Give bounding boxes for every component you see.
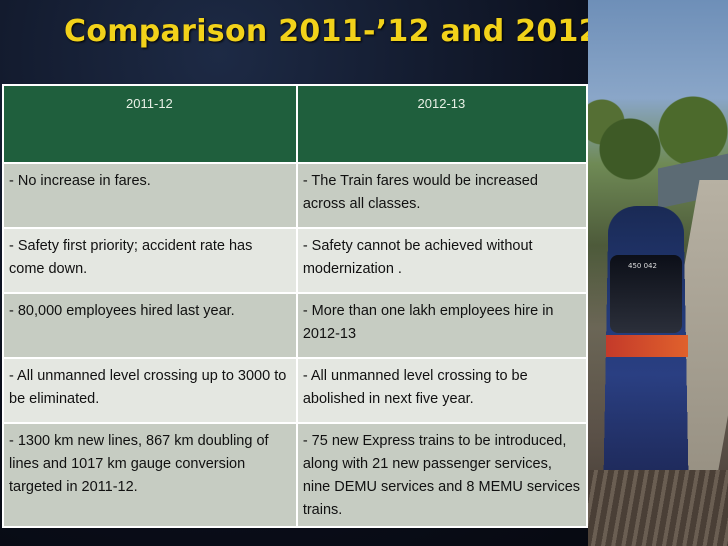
table-row: - 80,000 employees hired last year. - Mo…: [2, 292, 589, 359]
cell-2012-13: - All unmanned level crossing to be abol…: [295, 357, 589, 424]
photo-tracks: [588, 470, 728, 546]
cell-2011-12: - All unmanned level crossing up to 3000…: [2, 357, 298, 424]
photo-train-stripe: [606, 335, 688, 357]
table-row: - Safety first priority; accident rate h…: [2, 227, 589, 294]
train-photo: 450 042: [588, 0, 728, 546]
cell-2012-13: - More than one lakh employees hire in 2…: [295, 292, 589, 359]
table-row: - No increase in fares. - The Train fare…: [2, 162, 589, 229]
cell-2012-13: - Safety cannot be achieved without mode…: [295, 227, 589, 294]
comparison-table: 2011-12 2012-13 - No increase in fares. …: [2, 84, 589, 528]
cell-2012-13: - The Train fares would be increased acr…: [295, 162, 589, 229]
table-row: - 1300 km new lines, 867 km doubling of …: [2, 422, 589, 528]
table-row: - All unmanned level crossing up to 3000…: [2, 357, 589, 424]
cell-2011-12: - 80,000 employees hired last year.: [2, 292, 298, 359]
header-2011-12: 2011-12: [2, 84, 298, 164]
header-2012-13: 2012-13: [295, 84, 589, 164]
cell-2012-13: - 75 new Express trains to be introduced…: [295, 422, 589, 528]
slide-title: Comparison 2011-’12 and 2012-’13: [64, 14, 667, 49]
cell-2011-12: - Safety first priority; accident rate h…: [2, 227, 298, 294]
cell-2011-12: - No increase in fares.: [2, 162, 298, 229]
cell-2011-12: - 1300 km new lines, 867 km doubling of …: [2, 422, 298, 528]
photo-train-number: 450 042: [628, 262, 657, 270]
table-header-row: 2011-12 2012-13: [2, 84, 589, 164]
photo-train-front: [610, 255, 682, 333]
